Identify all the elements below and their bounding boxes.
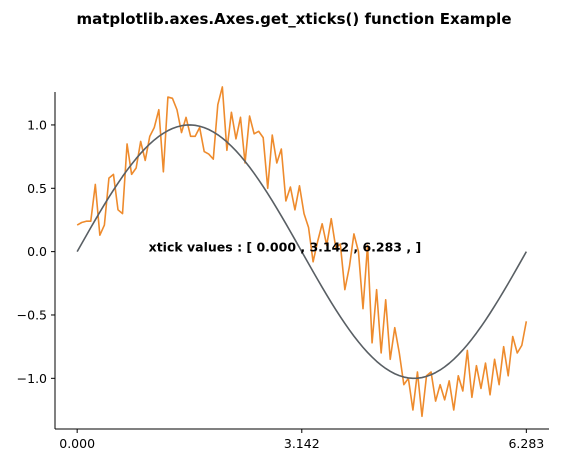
axis-ticks: 0.000 3.142 6.283 1.0 0.5 0.0 −0.5 −1.0 <box>17 117 545 451</box>
chart-title: matplotlib.axes.Axes.get_xticks() functi… <box>77 10 512 28</box>
series-lines <box>76 86 528 418</box>
x-tick-label: 6.283 <box>508 436 544 451</box>
y-tick-label: 0.0 <box>27 244 47 259</box>
x-tick-label: 0.000 <box>59 436 95 451</box>
y-tick-label: −0.5 <box>17 307 47 322</box>
x-tick-label: 3.142 <box>284 436 320 451</box>
y-tick-label: −1.0 <box>17 371 47 386</box>
xtick-values-annotation: xtick values : [ 0.000 , 3.142 , 6.283 ,… <box>149 240 422 255</box>
y-tick-label: 1.0 <box>27 117 47 132</box>
noisy-series-line <box>76 86 528 418</box>
y-tick-label: 0.5 <box>27 181 47 196</box>
sine-series-line <box>76 124 528 380</box>
